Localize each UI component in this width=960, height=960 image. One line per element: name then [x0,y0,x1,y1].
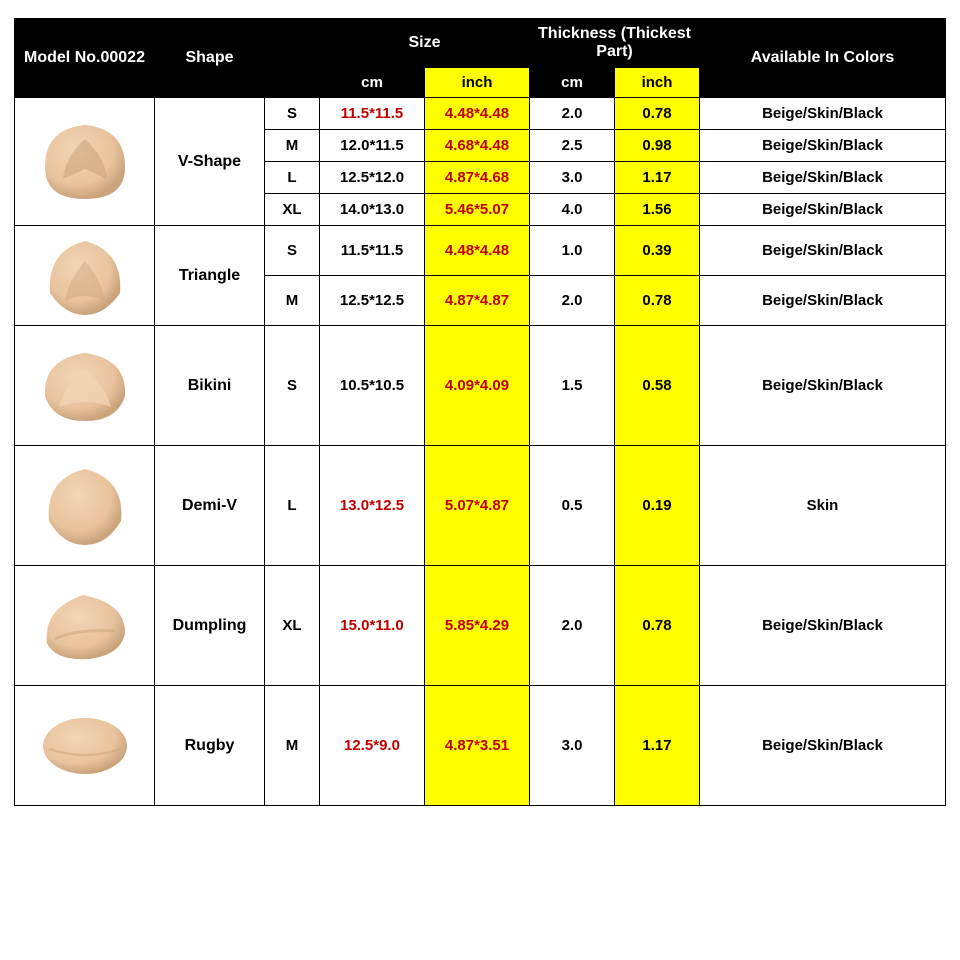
header-size-inch: inch [425,68,530,98]
available-colors: Skin [700,446,946,566]
header-model: Model No.00022 [15,19,155,98]
available-colors: Beige/Skin/Black [700,162,946,194]
table-body: V-ShapeS11.5*11.54.48*4.482.00.78Beige/S… [15,98,946,806]
thickness-inch: 1.56 [615,194,700,226]
header-blank [265,19,320,98]
thickness-inch: 0.98 [615,130,700,162]
shape-name: Rugby [155,686,265,806]
size-inch: 5.85*4.29 [425,566,530,686]
size-inch: 4.87*3.51 [425,686,530,806]
size-label: M [265,130,320,162]
size-inch: 4.48*4.48 [425,98,530,130]
thickness-inch: 1.17 [615,162,700,194]
thickness-inch: 0.19 [615,446,700,566]
available-colors: Beige/Skin/Black [700,194,946,226]
size-inch: 4.09*4.09 [425,326,530,446]
product-image-demiv [15,446,155,566]
thickness-cm: 2.0 [530,98,615,130]
thickness-inch: 1.17 [615,686,700,806]
size-label: S [265,326,320,446]
size-label: L [265,162,320,194]
available-colors: Beige/Skin/Black [700,130,946,162]
size-label: M [265,276,320,326]
table-row: RugbyM12.5*9.04.87*3.513.01.17Beige/Skin… [15,686,946,806]
product-image-triangle [15,226,155,326]
available-colors: Beige/Skin/Black [700,566,946,686]
product-spec-table: Model No.00022 Shape Size Thickness (Thi… [14,18,946,806]
header-colors: Available In Colors [700,19,946,98]
table-row: V-ShapeS11.5*11.54.48*4.482.00.78Beige/S… [15,98,946,130]
size-inch: 5.46*5.07 [425,194,530,226]
shape-name: Demi-V [155,446,265,566]
header-thickness-group: Thickness (Thickest Part) [530,19,700,68]
available-colors: Beige/Skin/Black [700,226,946,276]
shape-name: Bikini [155,326,265,446]
size-inch: 4.68*4.48 [425,130,530,162]
thickness-cm: 2.0 [530,566,615,686]
available-colors: Beige/Skin/Black [700,686,946,806]
size-inch: 4.87*4.68 [425,162,530,194]
size-label: L [265,446,320,566]
size-inch: 4.87*4.87 [425,276,530,326]
thickness-cm: 2.5 [530,130,615,162]
product-image-dumpling [15,566,155,686]
size-label: S [265,226,320,276]
size-cm: 12.5*9.0 [320,686,425,806]
header-thick-inch: inch [615,68,700,98]
thickness-inch: 0.78 [615,566,700,686]
table-header: Model No.00022 Shape Size Thickness (Thi… [15,19,946,98]
table-row: DumplingXL15.0*11.05.85*4.292.00.78Beige… [15,566,946,686]
size-cm: 10.5*10.5 [320,326,425,446]
thickness-cm: 3.0 [530,686,615,806]
header-thick-cm: cm [530,68,615,98]
product-image-rugby [15,686,155,806]
table-row: BikiniS10.5*10.54.09*4.091.50.58Beige/Sk… [15,326,946,446]
thickness-cm: 1.5 [530,326,615,446]
header-size-group: Size [320,19,530,68]
thickness-inch: 0.78 [615,276,700,326]
available-colors: Beige/Skin/Black [700,276,946,326]
available-colors: Beige/Skin/Black [700,326,946,446]
size-inch: 5.07*4.87 [425,446,530,566]
size-label: XL [265,194,320,226]
product-image-vshape [15,98,155,226]
thickness-cm: 4.0 [530,194,615,226]
thickness-cm: 0.5 [530,446,615,566]
size-cm: 12.0*11.5 [320,130,425,162]
shape-name: V-Shape [155,98,265,226]
size-cm: 12.5*12.5 [320,276,425,326]
size-label: M [265,686,320,806]
size-cm: 11.5*11.5 [320,226,425,276]
thickness-cm: 1.0 [530,226,615,276]
thickness-cm: 3.0 [530,162,615,194]
size-cm: 13.0*12.5 [320,446,425,566]
size-inch: 4.48*4.48 [425,226,530,276]
size-cm: 11.5*11.5 [320,98,425,130]
thickness-inch: 0.39 [615,226,700,276]
size-cm: 12.5*12.0 [320,162,425,194]
thickness-inch: 0.78 [615,98,700,130]
header-size-cm: cm [320,68,425,98]
size-label: XL [265,566,320,686]
available-colors: Beige/Skin/Black [700,98,946,130]
size-label: S [265,98,320,130]
product-image-bikini [15,326,155,446]
shape-name: Dumpling [155,566,265,686]
thickness-inch: 0.58 [615,326,700,446]
table-row: TriangleS11.5*11.54.48*4.481.00.39Beige/… [15,226,946,276]
size-cm: 14.0*13.0 [320,194,425,226]
size-cm: 15.0*11.0 [320,566,425,686]
table-row: Demi-VL13.0*12.55.07*4.870.50.19Skin [15,446,946,566]
shape-name: Triangle [155,226,265,326]
header-shape: Shape [155,19,265,98]
thickness-cm: 2.0 [530,276,615,326]
